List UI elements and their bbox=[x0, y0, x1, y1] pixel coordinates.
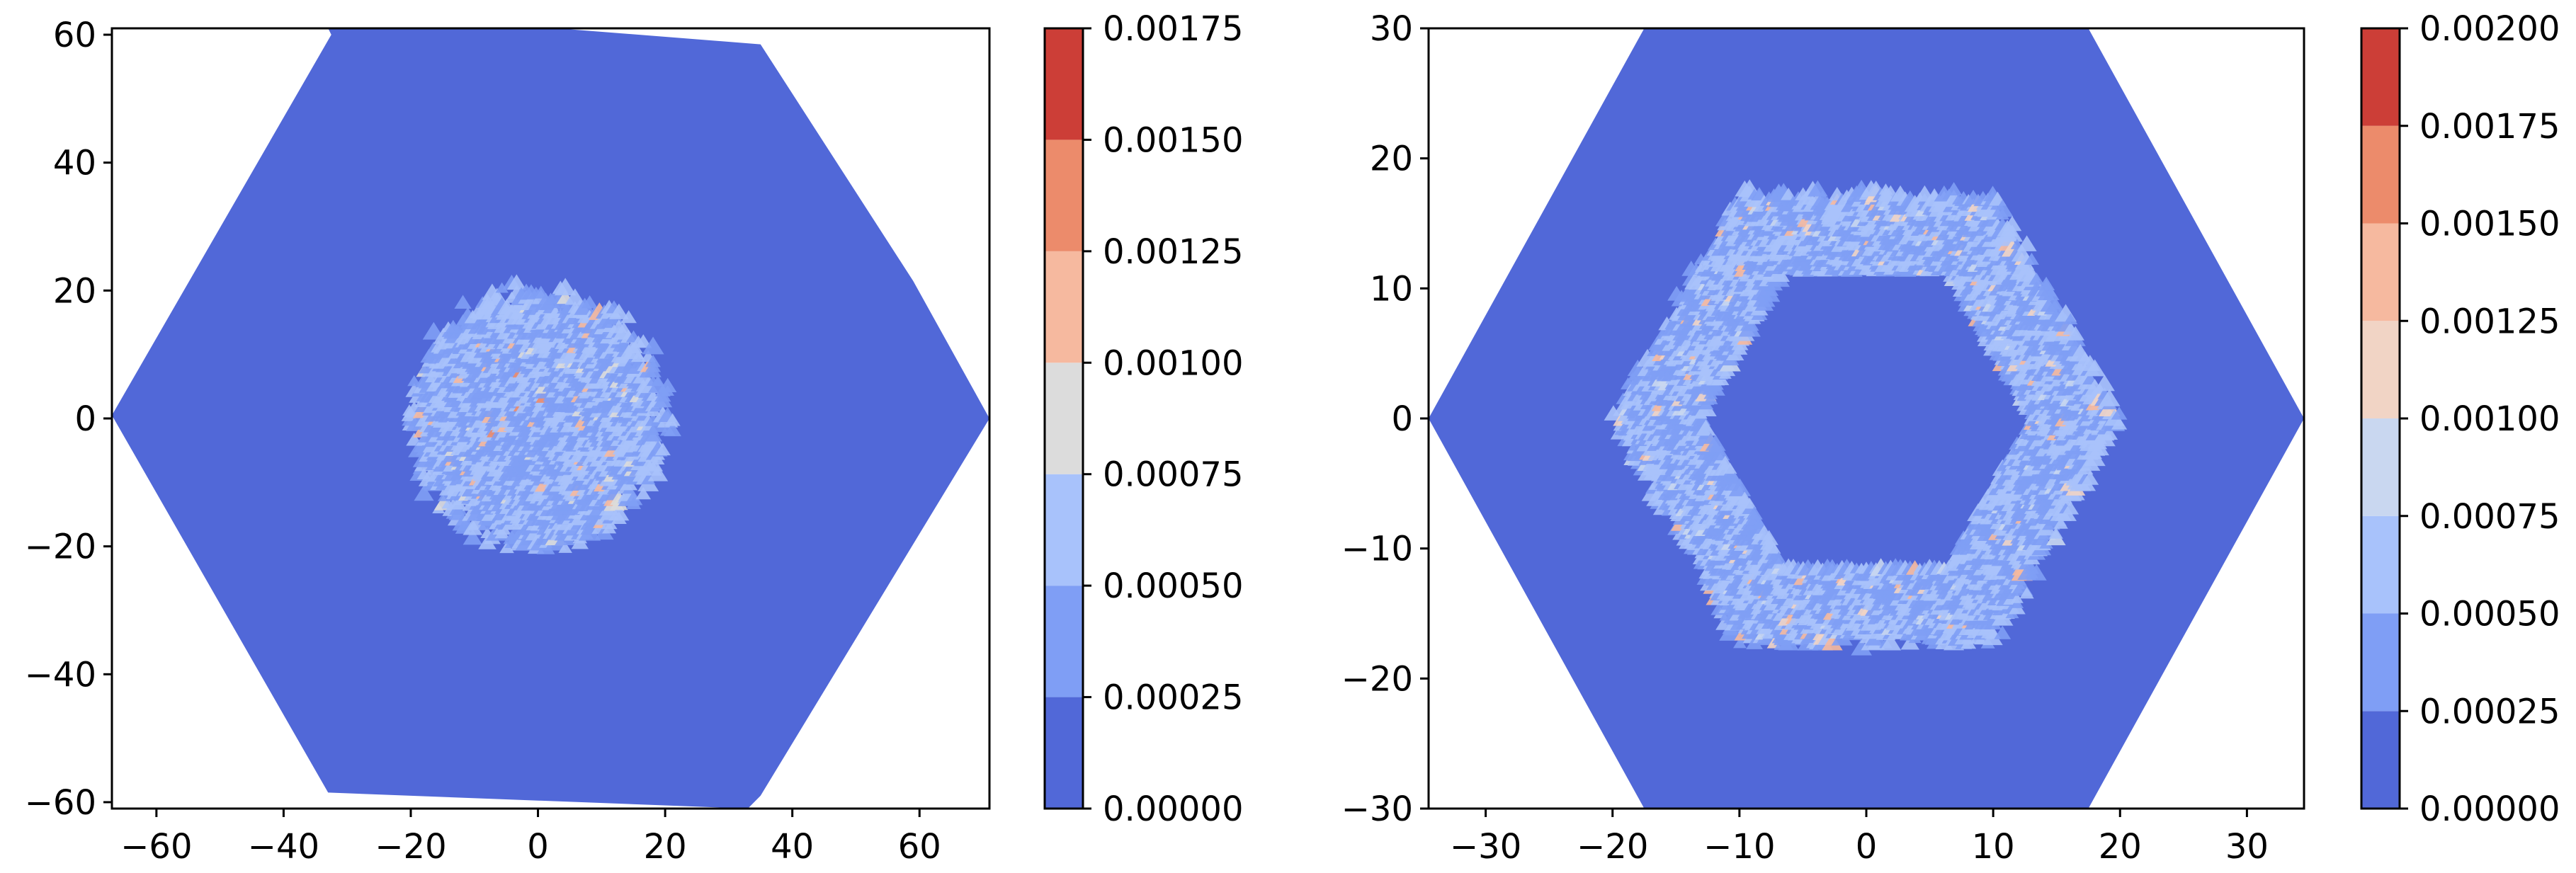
hotspot-cell bbox=[664, 413, 681, 426]
y-tick-label: −40 bbox=[25, 655, 96, 695]
y-tick-label: 20 bbox=[53, 271, 96, 311]
colorbar-tick-label: 0.00150 bbox=[1103, 120, 1244, 160]
hotspot-cell bbox=[1880, 633, 1902, 651]
hotspot-cell bbox=[454, 295, 472, 309]
plot-area bbox=[1429, 28, 2304, 809]
hotspot-cell bbox=[581, 295, 598, 309]
hotspot-cell bbox=[635, 334, 652, 348]
hotspot-cell bbox=[558, 542, 572, 553]
hotspot-cell bbox=[635, 487, 652, 500]
hotspot-cell bbox=[1723, 462, 1737, 474]
hotspot-cell bbox=[651, 375, 665, 387]
x-tick-label: 40 bbox=[771, 827, 814, 867]
hotspot-cell bbox=[608, 503, 630, 521]
hotspot-cell bbox=[1766, 542, 1781, 554]
hotspot-cell bbox=[664, 422, 681, 437]
y-tick-label: −60 bbox=[25, 783, 96, 823]
hotspot-field bbox=[401, 274, 681, 554]
domain-hexagon bbox=[1429, 28, 2304, 809]
hotspot-cell bbox=[654, 443, 671, 456]
colorbar-band bbox=[1045, 28, 1083, 140]
hotspot-field bbox=[1604, 179, 2128, 656]
hotspot-cell bbox=[407, 375, 421, 387]
hotspot-cell bbox=[641, 472, 656, 485]
hotspot-cell bbox=[647, 464, 669, 481]
plot-area bbox=[112, 28, 989, 809]
colorbar-tick-label: 0.00175 bbox=[1103, 9, 1244, 49]
y-tick-label: 0 bbox=[74, 399, 96, 439]
hotspot-cell bbox=[1752, 516, 1767, 530]
hotspot-cell bbox=[463, 529, 483, 545]
hotspot-cell bbox=[1781, 187, 1797, 200]
y-tick-label: −20 bbox=[25, 527, 96, 567]
hotspot-cell bbox=[554, 278, 577, 296]
colorbar-band bbox=[1045, 474, 1083, 586]
colorbar-tick-label: 0.00100 bbox=[1103, 343, 1244, 383]
hotspot-cell bbox=[1759, 530, 1778, 545]
colorbar-frame bbox=[1043, 27, 1084, 810]
hotspot-cell bbox=[1746, 506, 1763, 520]
x-tick-label: −20 bbox=[375, 827, 446, 867]
colorbar-band bbox=[1045, 363, 1083, 474]
colorbar-band bbox=[1045, 251, 1083, 363]
colorbar-tick-label: 0.00000 bbox=[1103, 789, 1244, 829]
colorbar-band bbox=[1045, 697, 1083, 809]
chart-panel-2: −30 −20 −10 0 10 20 30−30−20−1001020300.000000… bbox=[1341, 9, 2560, 867]
hotspot-cell bbox=[620, 310, 637, 324]
x-tick-label: 20 bbox=[644, 827, 687, 867]
hotspot-cell bbox=[645, 354, 661, 367]
hotspot-cell bbox=[1771, 551, 1787, 564]
hotspot-cell bbox=[624, 490, 643, 506]
x-tick-label: −60 bbox=[120, 827, 192, 867]
x-tick-label: 60 bbox=[898, 827, 941, 867]
hotspot-cell bbox=[1822, 633, 1843, 651]
hotspot-cell bbox=[1945, 182, 1963, 196]
hotspot-cell bbox=[414, 484, 434, 501]
y-tick-label: 40 bbox=[53, 144, 96, 183]
colorbar-band bbox=[1045, 139, 1083, 251]
y-tick-label: 60 bbox=[53, 16, 96, 55]
hotspot-cell bbox=[659, 377, 677, 393]
hotspot-cell bbox=[1851, 638, 1873, 656]
colorbar-tick-label: 0.00125 bbox=[1103, 232, 1244, 272]
hotspot-cell bbox=[495, 282, 509, 293]
x-tick-label: 0 bbox=[527, 827, 549, 867]
hotspot-cell bbox=[1742, 497, 1757, 509]
chart-panel-1: −60 −40 −20 0 20 40 60 −60 −40 −20 0 20 40 60 0.00000 0… bbox=[25, 9, 1244, 867]
hotspot-cell bbox=[608, 303, 629, 319]
x-tick-label: −40 bbox=[248, 827, 319, 867]
colorbar-band bbox=[1045, 586, 1083, 697]
colorbar-tick-label: 0.00025 bbox=[1103, 678, 1244, 718]
hotspot-cell bbox=[1728, 478, 1752, 496]
hotspot-cell bbox=[1696, 419, 1716, 436]
colorbar-tick-label: 0.00050 bbox=[1103, 566, 1244, 606]
colorbar-tick-label: 0.00075 bbox=[1103, 455, 1244, 495]
hotspot-cell bbox=[1994, 625, 2012, 639]
hotspot-cell bbox=[1604, 405, 1623, 421]
hotspot-cell bbox=[630, 350, 646, 363]
hotspot-cell bbox=[642, 336, 664, 355]
hotspot-cell bbox=[506, 274, 526, 290]
